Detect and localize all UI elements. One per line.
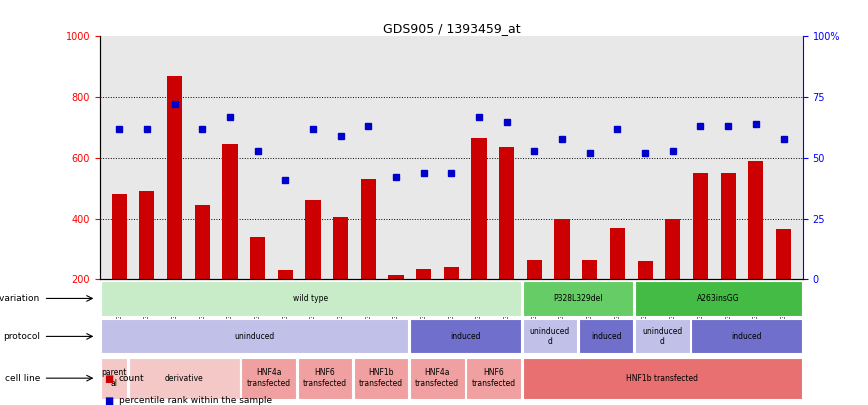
Bar — [466, 358, 521, 399]
Text: HNF4a
transfected: HNF4a transfected — [247, 369, 291, 388]
Bar — [555, 219, 569, 340]
Bar — [693, 173, 708, 340]
Bar — [776, 229, 791, 340]
Bar — [635, 281, 802, 315]
Bar — [139, 192, 155, 340]
Bar — [101, 319, 408, 354]
Bar — [128, 358, 240, 399]
Bar — [241, 358, 296, 399]
Bar — [748, 161, 764, 340]
Text: cell line: cell line — [4, 374, 40, 383]
Bar — [720, 173, 736, 340]
Bar — [523, 319, 577, 354]
Bar — [691, 319, 802, 354]
Text: ■: ■ — [104, 396, 114, 405]
Text: HNF1b transfected: HNF1b transfected — [627, 374, 698, 383]
Text: induced: induced — [591, 332, 621, 341]
Text: percentile rank within the sample: percentile rank within the sample — [119, 396, 272, 405]
Bar — [471, 138, 487, 340]
Text: derivative: derivative — [165, 374, 204, 383]
Bar — [306, 200, 320, 340]
Bar — [388, 275, 404, 340]
Text: HNF1b
transfected: HNF1b transfected — [359, 369, 403, 388]
Text: P328L329del: P328L329del — [553, 294, 602, 303]
Text: parent
al: parent al — [102, 369, 127, 388]
Bar — [101, 281, 521, 315]
Text: wild type: wild type — [293, 294, 328, 303]
Bar — [582, 260, 597, 340]
Text: count: count — [119, 374, 145, 383]
Bar — [499, 147, 515, 340]
Bar — [637, 261, 653, 340]
Text: uninduced: uninduced — [234, 332, 274, 341]
Text: A263insGG: A263insGG — [697, 294, 740, 303]
Bar — [610, 228, 625, 340]
Bar — [416, 269, 431, 340]
Bar — [194, 205, 210, 340]
Text: induced: induced — [450, 332, 481, 341]
Text: genotype/variation: genotype/variation — [0, 294, 40, 303]
Title: GDS905 / 1393459_at: GDS905 / 1393459_at — [383, 22, 520, 35]
Text: induced: induced — [732, 332, 762, 341]
Text: uninduced
d: uninduced d — [642, 327, 682, 346]
Bar — [354, 358, 408, 399]
Bar — [298, 358, 352, 399]
Bar — [410, 358, 464, 399]
Bar — [410, 319, 521, 354]
Text: uninduced
d: uninduced d — [529, 327, 570, 346]
Bar — [101, 358, 127, 399]
Text: HNF4a
transfected: HNF4a transfected — [415, 369, 459, 388]
Text: ■: ■ — [104, 374, 114, 384]
Bar — [523, 358, 802, 399]
Bar — [278, 271, 293, 340]
Bar — [250, 237, 266, 340]
Bar — [167, 76, 182, 340]
Bar — [665, 219, 681, 340]
Bar — [444, 267, 459, 340]
Bar — [112, 194, 127, 340]
Bar — [579, 319, 634, 354]
Text: HNF6
transfected: HNF6 transfected — [303, 369, 347, 388]
Bar — [361, 179, 376, 340]
Bar — [527, 260, 542, 340]
Bar — [635, 319, 689, 354]
Text: protocol: protocol — [3, 332, 40, 341]
Bar — [523, 281, 634, 315]
Text: HNF6
transfected: HNF6 transfected — [471, 369, 516, 388]
Bar — [333, 217, 348, 340]
Bar — [222, 144, 238, 340]
